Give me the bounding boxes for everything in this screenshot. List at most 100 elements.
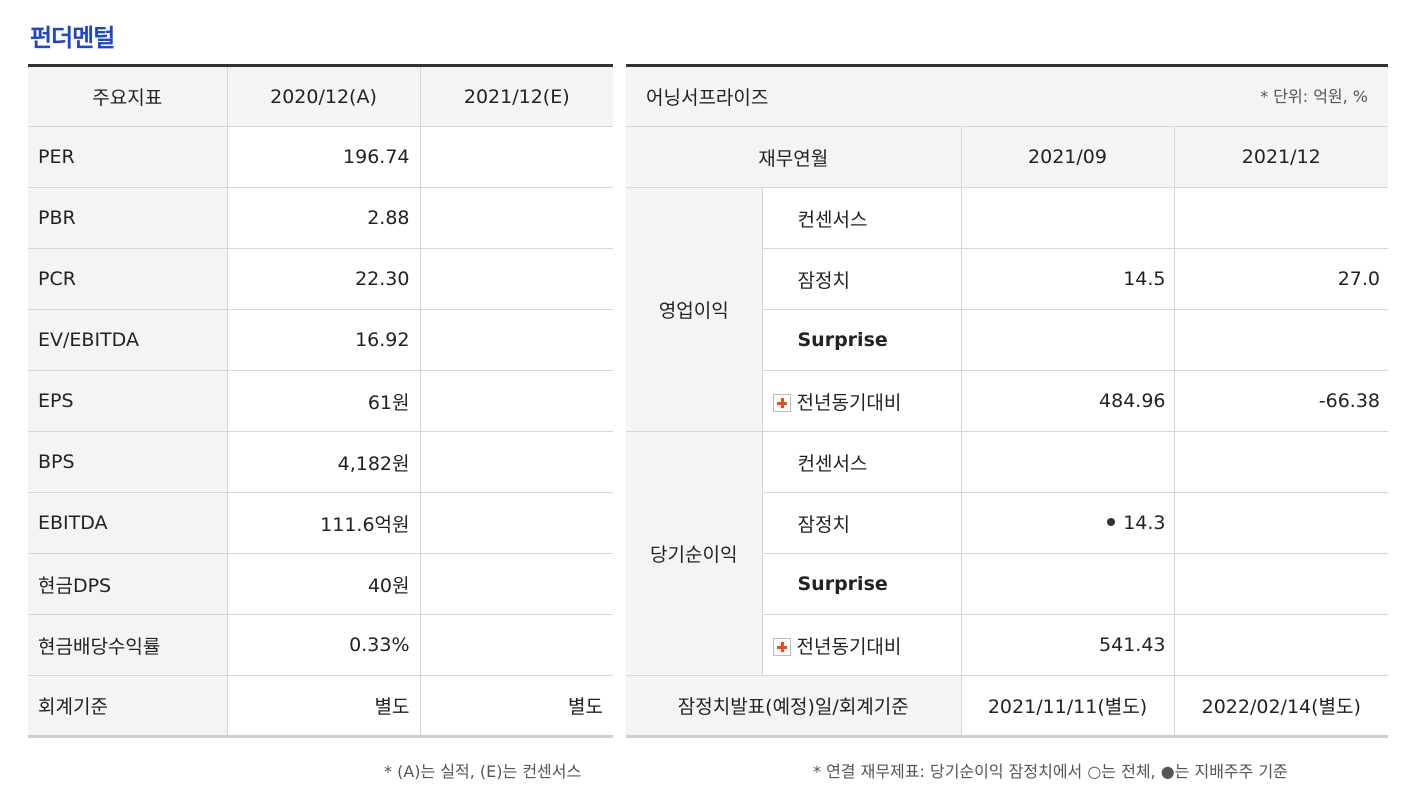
cell-actual: 111.6억원 [226, 492, 420, 554]
cell-estimate [419, 492, 613, 554]
row-label: EV/EBITDA [28, 309, 227, 371]
cell-actual: 16.92 [226, 309, 420, 371]
table-row: PCR 22.30 [28, 248, 613, 310]
table-footer-row: 잠정치발표(예정)일/회계기준 2021/11/11(별도) 2022/02/1… [626, 675, 1389, 737]
cell-actual: 0.33% [226, 614, 420, 676]
row-label: 전년동기대비 [796, 391, 902, 414]
table-header-row: 재무연월 2021/09 2021/12 [626, 126, 1389, 188]
cell-actual: 4,182원 [226, 431, 420, 493]
table-row: 영업이익 컨센서스 [626, 187, 1389, 432]
cell-value: 14.3 [1123, 512, 1166, 534]
table-row: 전년동기대비 541.43 [626, 614, 1389, 676]
row-label-cell: 전년동기대비 [761, 370, 961, 432]
cell-actual: 별도 [226, 675, 420, 737]
cell-value [1173, 492, 1389, 554]
column-header: 재무연월 [626, 126, 961, 188]
cell-value [960, 187, 1174, 249]
cell-estimate [419, 309, 613, 371]
table-row: PBR 2.88 [28, 187, 613, 249]
cell-value [960, 553, 1174, 615]
section-title: 펀더멘털 [30, 24, 115, 52]
cell-value [1173, 553, 1389, 615]
cell-value: 27.0 [1173, 248, 1389, 310]
row-label: PCR [28, 248, 227, 310]
row-label: 회계기준 [28, 675, 227, 737]
row-label: 컨센서스 [761, 431, 961, 493]
table-row: 현금배당수익률 0.33% [28, 614, 613, 676]
table-row: 전년동기대비 484.96 -66.38 [626, 370, 1389, 432]
column-header: 2021/12 [1173, 126, 1389, 188]
row-label: 잠정치 [761, 248, 961, 310]
table-row: 당기순이익 컨센서스 [626, 431, 1389, 676]
row-label: 현금배당수익률 [28, 614, 227, 676]
surprise-title: 어닝서프라이즈 [646, 87, 769, 109]
surprise-title-cell: 어닝서프라이즈 * 단위: 억원, % [626, 65, 1389, 127]
cell-value [960, 309, 1174, 371]
row-label: 전년동기대비 [796, 635, 902, 658]
table-row: 회계기준 별도 별도 [28, 675, 613, 737]
cell-value [1173, 614, 1389, 676]
column-header: 2020/12(A) [226, 65, 420, 127]
unit-note: * 단위: 억원, % [1260, 87, 1369, 106]
cell-value: 14.5 [960, 248, 1174, 310]
cell-actual: 40원 [226, 553, 420, 615]
table-row: Surprise [626, 309, 1389, 371]
row-label: EBITDA [28, 492, 227, 554]
key-indicators-table: 주요지표 2020/12(A) 2021/12(E) PER 196.74 PBR… [28, 64, 613, 738]
cell-value-cell: 14.3 [960, 492, 1174, 554]
cell-estimate [419, 126, 613, 188]
cell-value: 484.96 [960, 370, 1174, 432]
group-label: 당기순이익 [626, 431, 762, 676]
table-row: EPS 61원 [28, 370, 613, 432]
row-label: EPS [28, 370, 227, 432]
cell-actual: 2.88 [226, 187, 420, 249]
expand-plus-icon[interactable] [772, 637, 791, 656]
cell-estimate [419, 248, 613, 310]
cell-estimate [419, 553, 613, 615]
cell-actual: 196.74 [226, 126, 420, 188]
cell-value: 541.43 [960, 614, 1174, 676]
column-header: 주요지표 [28, 65, 227, 127]
table-row: EBITDA 111.6억원 [28, 492, 613, 554]
column-header: 2021/09 [960, 126, 1174, 188]
table-row: 현금DPS 40원 [28, 553, 613, 615]
row-label: Surprise [761, 309, 961, 371]
footer-value: 2022/02/14(별도) [1173, 675, 1389, 737]
row-label: PER [28, 126, 227, 188]
cell-estimate [419, 431, 613, 493]
controlling-interest-dot-icon [1107, 518, 1116, 526]
column-header: 2021/12(E) [419, 65, 613, 127]
table-row: PER 196.74 [28, 126, 613, 188]
cell-value [1173, 187, 1389, 249]
group-label: 영업이익 [626, 187, 762, 432]
row-label: 컨센서스 [761, 187, 961, 249]
row-label: 현금DPS [28, 553, 227, 615]
row-label: 잠정치 [761, 492, 961, 554]
cell-actual: 61원 [226, 370, 420, 432]
surprise-title-row: 어닝서프라이즈 * 단위: 억원, % [626, 65, 1389, 127]
cell-actual: 22.30 [226, 248, 420, 310]
row-label: BPS [28, 431, 227, 493]
row-label: PBR [28, 187, 227, 249]
cell-estimate: 별도 [419, 675, 613, 737]
table-row: 잠정치 14.3 [626, 492, 1389, 554]
footer-value: 2021/11/11(별도) [960, 675, 1174, 737]
cell-value: -66.38 [1173, 370, 1389, 432]
table-row: 잠정치 14.5 27.0 [626, 248, 1389, 310]
row-label: Surprise [761, 553, 961, 615]
cell-estimate [419, 614, 613, 676]
cell-estimate [419, 187, 613, 249]
cell-value [960, 431, 1174, 493]
table-row: BPS 4,182원 [28, 431, 613, 493]
earnings-surprise-table: 어닝서프라이즈 * 단위: 억원, % 재무연월 2021/09 2021/12… [626, 64, 1389, 738]
table-header-row: 주요지표 2020/12(A) 2021/12(E) [28, 65, 613, 127]
footer-label: 잠정치발표(예정)일/회계기준 [626, 675, 961, 737]
cell-value [1173, 431, 1389, 493]
surprise-footnote: * 연결 재무제표: 당기순이익 잠정치에서 ○는 전체, ●는 지배주주 기준 [813, 762, 1288, 781]
indicators-footnote: * (A)는 실적, (E)는 컨센서스 [384, 762, 582, 781]
table-row: EV/EBITDA 16.92 [28, 309, 613, 371]
row-label-cell: 전년동기대비 [761, 614, 961, 676]
cell-estimate [419, 370, 613, 432]
expand-plus-icon[interactable] [772, 393, 791, 412]
table-row: Surprise [626, 553, 1389, 615]
